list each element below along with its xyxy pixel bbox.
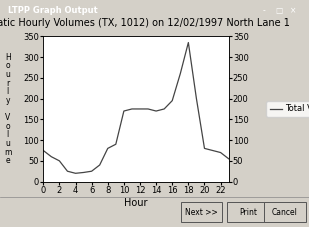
X-axis label: Hour: Hour xyxy=(124,197,148,207)
Text: ×: × xyxy=(290,6,296,15)
FancyBboxPatch shape xyxy=(264,202,306,222)
Text: 4+ Static Hourly Volumes (TX, 1012) on 12/02/1997 North Lane 1: 4+ Static Hourly Volumes (TX, 1012) on 1… xyxy=(0,18,290,28)
Text: Print: Print xyxy=(239,208,257,217)
Text: LTPP Graph Output: LTPP Graph Output xyxy=(8,6,97,15)
Text: H
o
u
r
l
y
 
V
o
l
u
m
e: H o u r l y V o l u m e xyxy=(4,53,11,165)
FancyBboxPatch shape xyxy=(227,202,269,222)
Text: -: - xyxy=(263,6,265,15)
Text: □: □ xyxy=(275,6,282,15)
Text: Cancel: Cancel xyxy=(272,208,298,217)
Legend: Total Volume: Total Volume xyxy=(266,101,309,117)
Text: Next >>: Next >> xyxy=(185,208,218,217)
FancyBboxPatch shape xyxy=(181,202,222,222)
